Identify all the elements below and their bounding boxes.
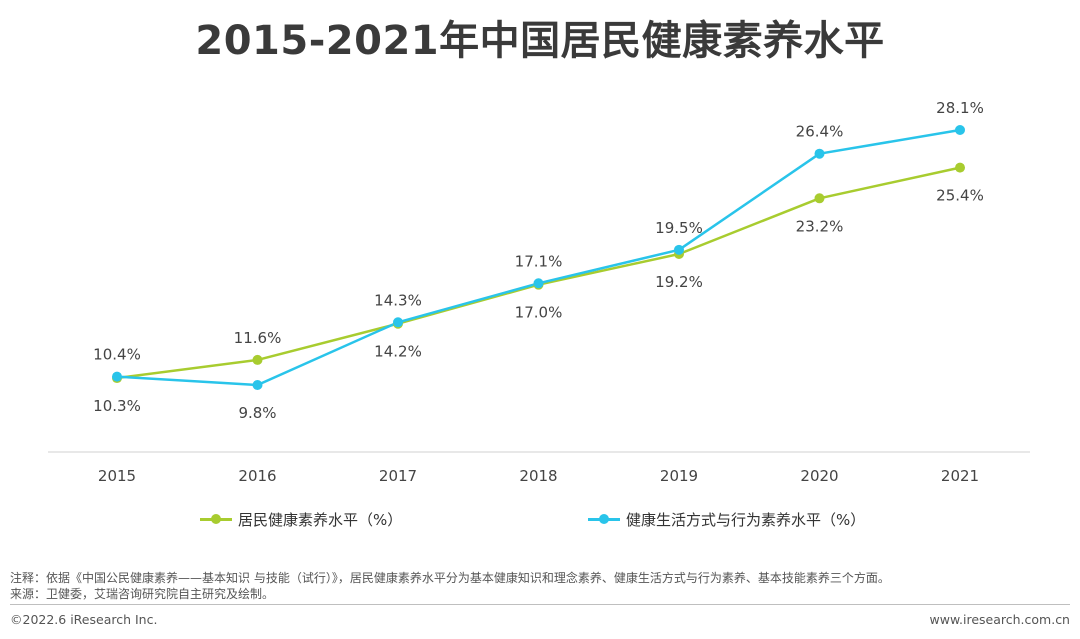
data-point-0 [955,162,965,173]
data-label-1: 17.1% [515,252,563,270]
data-label-0: 10.3% [93,397,141,415]
data-label-0: 14.2% [374,343,422,361]
data-label-1: 10.4% [93,346,141,364]
line-chart: 2015 2016 2017 2018 2019 2020 2021 10.3% 11.6% 14… [48,99,1030,485]
legend-item-resident: 居民健康素养水平（%） [200,508,402,530]
x-tick-label: 2019 [660,467,698,485]
data-point-1 [533,278,544,289]
legend-swatch-resident [200,513,232,525]
x-tick-label: 2017 [379,467,417,485]
data-label-0: 25.4% [936,187,984,205]
footer-copyright: ©2022.6 iResearch Inc. [10,612,158,627]
data-label-0: 19.2% [655,273,703,291]
data-point-1 [814,148,825,159]
footer-divider [10,604,1070,605]
legend-swatch-lifestyle [588,513,620,525]
x-tick-label: 2018 [519,467,557,485]
data-point-1 [955,125,965,135]
data-point-1 [252,380,263,390]
data-point-1 [393,317,403,328]
x-tick-label: 2016 [238,467,276,485]
data-label-1: 9.8% [238,404,276,422]
x-tick-label: 2015 [98,467,136,485]
data-point-1 [674,244,684,255]
data-point-1 [112,371,122,382]
page-title: 2015-2021年中国居民健康素养水平 [195,18,885,64]
footer-website: www.iresearch.com.cn [929,612,1071,627]
data-point-0 [252,354,263,365]
chart-source: 来源：卫健委，艾瑞咨询研究院自主研究及绘制。 [10,587,275,601]
data-label-0: 11.6% [234,329,282,347]
data-label-1: 14.3% [374,291,422,309]
chart-note: 注释：依据《中国公民健康素养——基本知识 与技能（试行）》，居民健康素养水平分为… [10,571,890,585]
data-label-0: 17.0% [515,304,563,322]
data-label-1: 26.4% [796,123,844,141]
data-label-0: 23.2% [796,217,844,235]
data-label-1: 28.1% [936,99,984,117]
data-label-1: 19.5% [655,219,703,237]
legend-item-lifestyle: 健康生活方式与行为素养水平（%） [588,508,865,530]
legend-label-resident: 居民健康素养水平（%） [238,510,403,529]
x-tick-label: 2021 [941,467,979,485]
data-point-0 [814,193,825,204]
x-tick-label: 2020 [800,467,838,485]
legend-label-lifestyle: 健康生活方式与行为素养水平（%） [626,510,866,529]
